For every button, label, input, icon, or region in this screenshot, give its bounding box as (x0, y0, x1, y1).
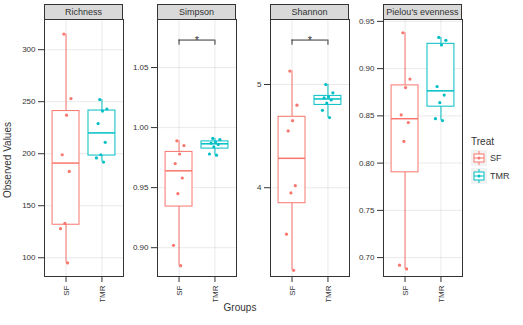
svg-text:TMR: TMR (98, 285, 107, 302)
svg-text:0.95: 0.95 (359, 19, 375, 26)
svg-text:*: * (308, 34, 313, 46)
html-text:Treat: Treat (471, 135, 494, 147)
svg-text:0.90: 0.90 (133, 243, 149, 252)
svg-text:100: 100 (22, 253, 36, 262)
svg-text:5: 5 (257, 80, 262, 89)
svg-text:250: 250 (22, 97, 36, 106)
svg-text:1.00: 1.00 (133, 123, 149, 132)
html-text:TMR: TMR (490, 170, 510, 181)
html-text:Pielou's evenness: Pielou's evenness (386, 7, 459, 17)
html-text:Richness: Richness (65, 7, 102, 17)
svg-text:4: 4 (257, 183, 262, 192)
svg-text:SF: SF (288, 285, 297, 295)
svg-text:SF: SF (401, 285, 410, 295)
svg-text:200: 200 (22, 149, 36, 158)
svg-text:TMR: TMR (437, 285, 446, 302)
svg-text:SF: SF (175, 285, 184, 295)
svg-text:TMR: TMR (211, 285, 220, 302)
svg-text:*: * (195, 34, 200, 46)
svg-text:150: 150 (22, 201, 36, 210)
svg-text:300: 300 (22, 45, 36, 54)
svg-text:1.05: 1.05 (133, 63, 149, 72)
svg-text:0.95: 0.95 (133, 183, 149, 192)
svg-text:SF: SF (62, 285, 71, 295)
svg-text:0.70: 0.70 (359, 253, 375, 262)
svg-text:TMR: TMR (324, 285, 333, 302)
html-text:Groups: Groups (223, 302, 257, 313)
svg-text:0.80: 0.80 (359, 159, 375, 168)
svg-text:0.90: 0.90 (359, 64, 375, 73)
html-text:SF: SF (490, 152, 502, 163)
svg-text:0.85: 0.85 (359, 111, 375, 120)
html-text:Observed Values: Observed Values (1, 122, 13, 198)
svg-text:0.75: 0.75 (359, 206, 375, 215)
html-text:Shannon: Shannon (291, 7, 328, 17)
html-text:Simpson: Simpson (179, 7, 214, 17)
